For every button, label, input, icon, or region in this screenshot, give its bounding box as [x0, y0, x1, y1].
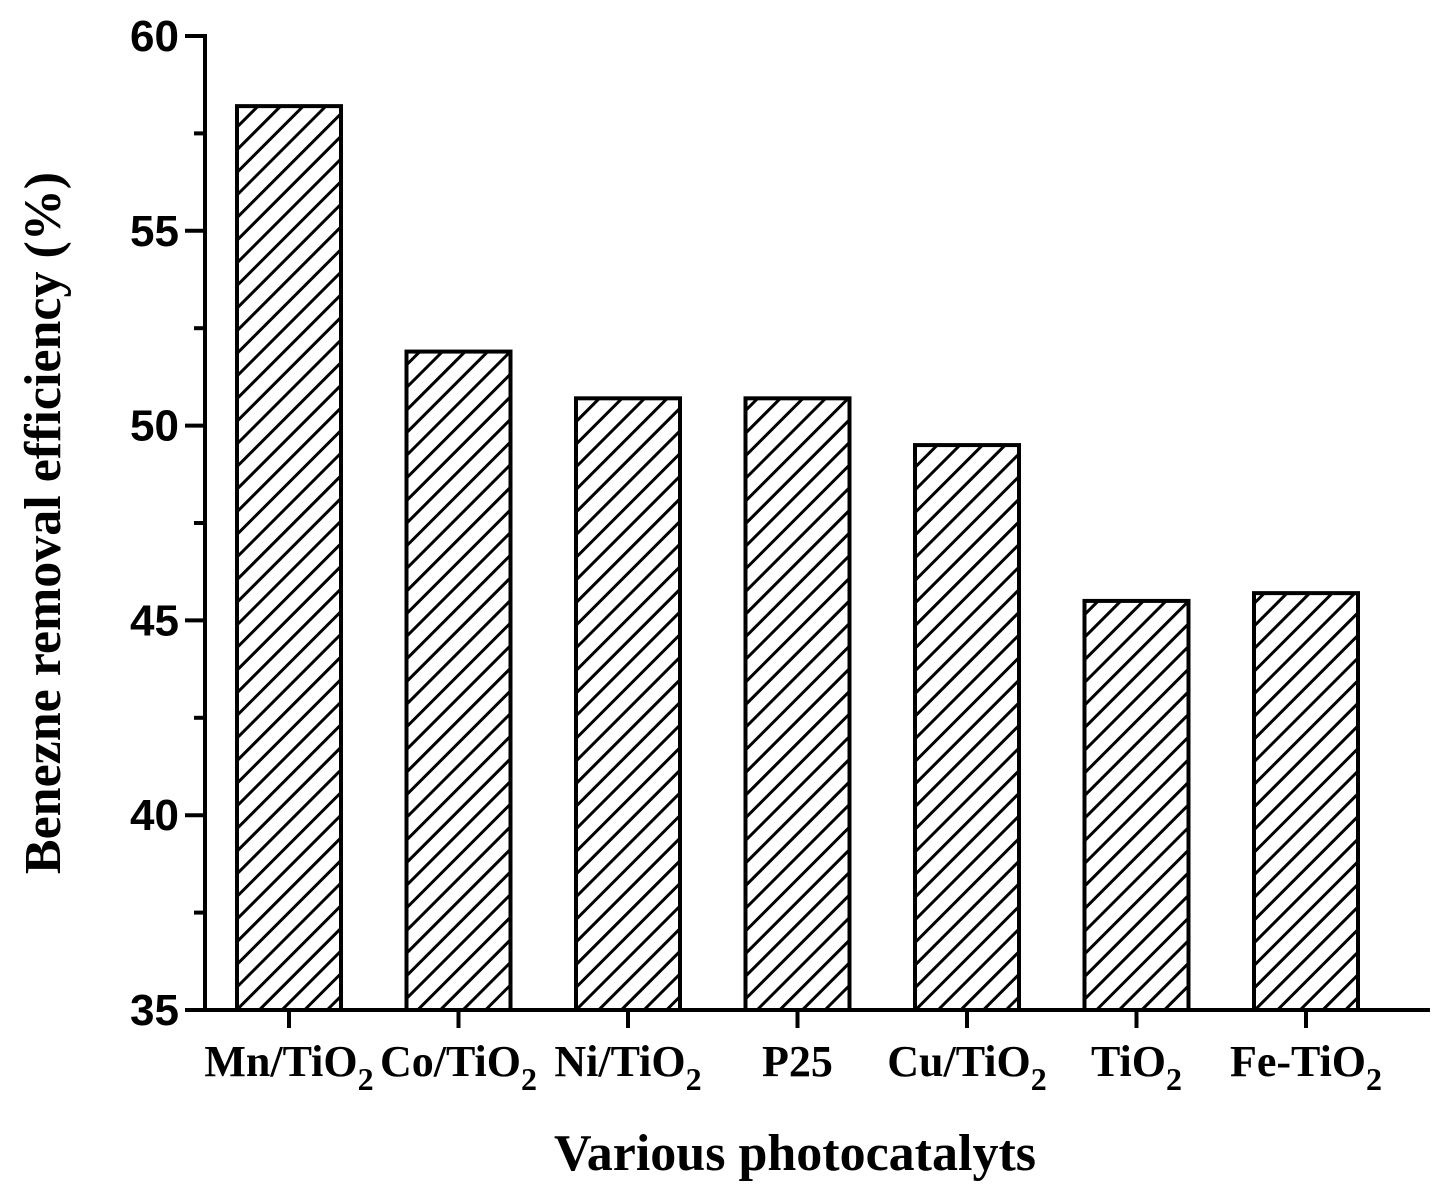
bar-4: [913, 443, 1021, 1012]
x-tick-label: TiO2: [1091, 1037, 1182, 1097]
y-tick-label: 40: [130, 791, 179, 840]
y-tick-label: 35: [130, 986, 179, 1035]
y-axis-title: Benezne removal efficiency (%): [15, 172, 72, 874]
y-tick-label: 50: [130, 402, 179, 451]
x-tick-label: Co/TiO2: [380, 1037, 537, 1097]
bars-layer: [235, 104, 1360, 1013]
axes-layer: [185, 34, 1430, 1028]
y-tick-label: 45: [130, 596, 179, 645]
bar-5: [1082, 598, 1191, 1012]
bar-1: [404, 349, 513, 1012]
x-tick-label: Fe-TiO2: [1230, 1037, 1382, 1097]
y-tick-label: 60: [130, 12, 179, 61]
bar-2: [574, 396, 682, 1012]
bar-6: [1252, 591, 1360, 1012]
x-axis-title: Various photocatalyts: [554, 1125, 1036, 1182]
x-tick-label: Mn/TiO2: [204, 1037, 373, 1097]
x-tick-label: Ni/TiO2: [554, 1037, 701, 1097]
bar-3: [743, 396, 852, 1012]
x-tick-label: Cu/TiO2: [887, 1037, 1046, 1097]
x-tick-label: P25: [762, 1037, 833, 1086]
y-tick-label: 55: [130, 207, 179, 256]
bar-0: [235, 104, 343, 1013]
